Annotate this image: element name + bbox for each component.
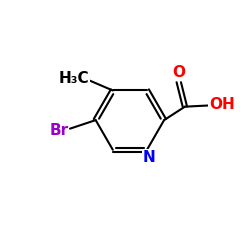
Text: N: N bbox=[142, 150, 155, 165]
Text: O: O bbox=[172, 66, 185, 80]
Text: OH: OH bbox=[209, 98, 235, 112]
Text: H₃C: H₃C bbox=[58, 71, 89, 86]
Text: Br: Br bbox=[50, 123, 68, 138]
